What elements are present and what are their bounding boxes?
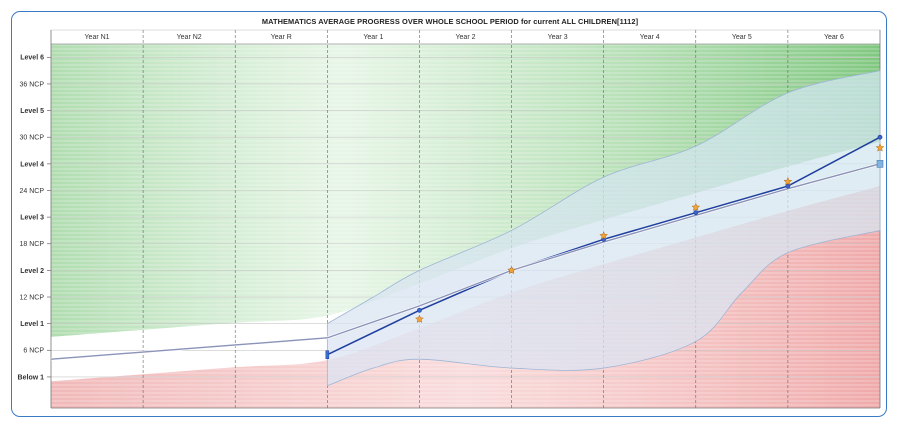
y-axis-label: Level 3 (20, 215, 44, 222)
actual-point (693, 210, 699, 216)
y-axis-label: Level 4 (20, 161, 44, 168)
y-axis-label: 12 NCP (19, 294, 44, 301)
column-header: Year R (271, 34, 292, 41)
expected-line (50, 163, 881, 360)
column-header: Year 1 (363, 34, 383, 41)
actual-point (417, 307, 422, 313)
y-axis-label: 24 NCP (19, 188, 44, 195)
y-axis-label: Level 2 (20, 268, 44, 275)
red-zone-stripes (51, 186, 880, 408)
column-header: Year 3 (548, 34, 568, 41)
column-header: Year 4 (640, 34, 660, 41)
column-header: Year 2 (456, 34, 476, 41)
y-axis-label: 36 NCP (19, 81, 44, 88)
y-axis-label: Level 5 (20, 108, 44, 115)
column-header: Year N1 (85, 34, 110, 41)
column-header: Year 6 (824, 34, 844, 41)
column-header: Year 5 (732, 34, 752, 41)
target-star (507, 265, 516, 275)
y-axis-label: Level 1 (20, 321, 44, 328)
y-axis-label: 30 NCP (19, 135, 44, 142)
actual-point-start (325, 350, 330, 359)
y-axis-label: Level 6 (20, 55, 44, 62)
target-star (415, 314, 424, 323)
expected-end-marker (876, 160, 884, 168)
target-star (875, 143, 885, 152)
y-axis-label: Below 1 (18, 374, 45, 381)
target-star (599, 231, 609, 240)
column-header: Year N2 (177, 34, 202, 41)
target-star (783, 176, 793, 186)
chart-title: MATHEMATICS AVERAGE PROGRESS OVER WHOLE … (261, 17, 639, 26)
actual-point (877, 134, 883, 140)
target-star (691, 202, 701, 212)
y-axis-label: 18 NCP (19, 241, 44, 248)
progress-band (326, 70, 881, 387)
y-axis-label: 6 NCP (23, 348, 44, 355)
actual-point (785, 183, 791, 189)
